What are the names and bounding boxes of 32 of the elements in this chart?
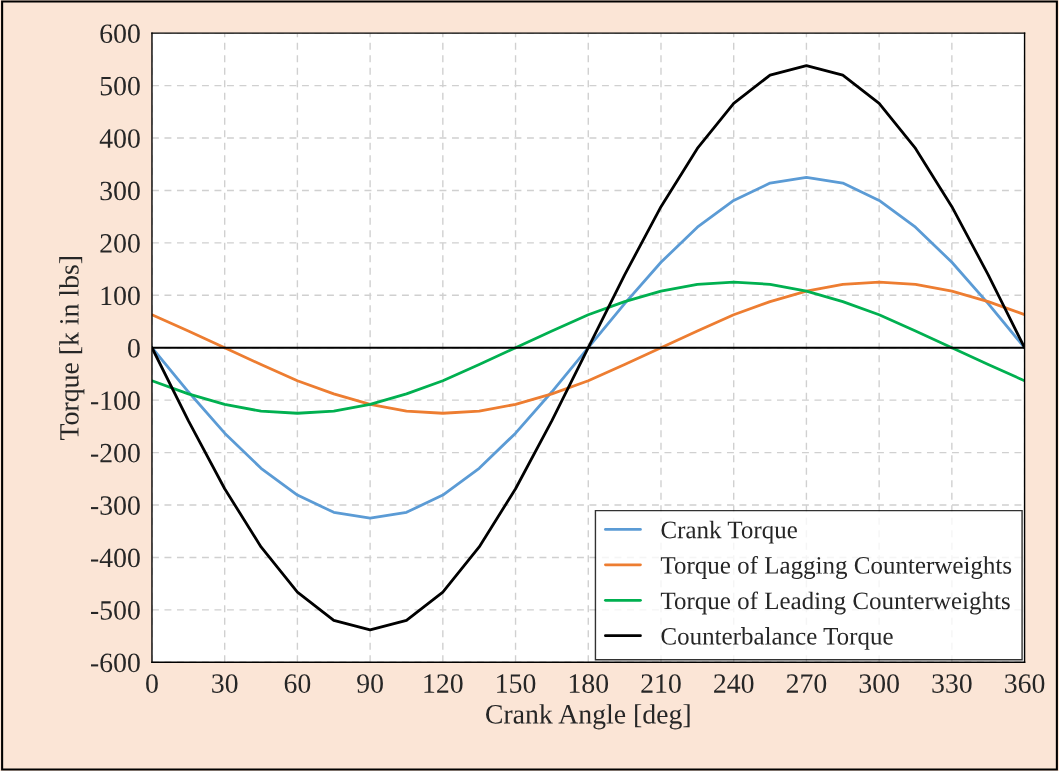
legend-label: Torque of Lagging Counterweights bbox=[660, 555, 1012, 579]
legend-label: Torque of Leading Counterweights bbox=[660, 591, 1010, 615]
x-tick-label: 120 bbox=[424, 674, 463, 693]
y-tick-label: -600 bbox=[90, 653, 140, 673]
x-tick-label: 210 bbox=[641, 674, 681, 693]
x-tick-label: 270 bbox=[786, 674, 827, 693]
x-tick-label: 180 bbox=[569, 674, 609, 693]
y-tick-label: -200 bbox=[90, 443, 140, 463]
y-tick-label: -100 bbox=[90, 391, 140, 411]
x-tick-label: 0 bbox=[146, 674, 158, 693]
x-tick-label: 90 bbox=[357, 674, 383, 693]
x-tick-label: 300 bbox=[859, 674, 899, 693]
y-tick-label: 600 bbox=[100, 24, 140, 44]
y-tick-label: -500 bbox=[90, 601, 140, 620]
y-tick-label: 200 bbox=[100, 234, 140, 253]
x-tick-label: 240 bbox=[714, 674, 754, 693]
y-tick-label: -300 bbox=[90, 496, 140, 515]
x-tick-label: 60 bbox=[284, 674, 311, 693]
x-tick-label: 30 bbox=[212, 674, 238, 693]
y-tick-label: 400 bbox=[99, 129, 140, 148]
y-tick-label: 100 bbox=[101, 286, 140, 306]
y-tick-label: 300 bbox=[100, 181, 140, 201]
legend-label: Crank Torque bbox=[661, 520, 797, 544]
y-axis-title: Torque [k in lbs] bbox=[59, 257, 85, 440]
y-tick-label: 0 bbox=[128, 338, 140, 358]
y-tick-label: -400 bbox=[90, 548, 140, 568]
x-tick-label: 360 bbox=[1005, 674, 1045, 693]
x-tick-label: 150 bbox=[497, 674, 536, 693]
y-tick-label: 500 bbox=[100, 76, 140, 96]
legend-label: Counterbalance Torque bbox=[661, 627, 893, 650]
x-tick-label: 330 bbox=[932, 674, 972, 693]
x-axis-title: Crank Angle [deg] bbox=[486, 704, 690, 730]
